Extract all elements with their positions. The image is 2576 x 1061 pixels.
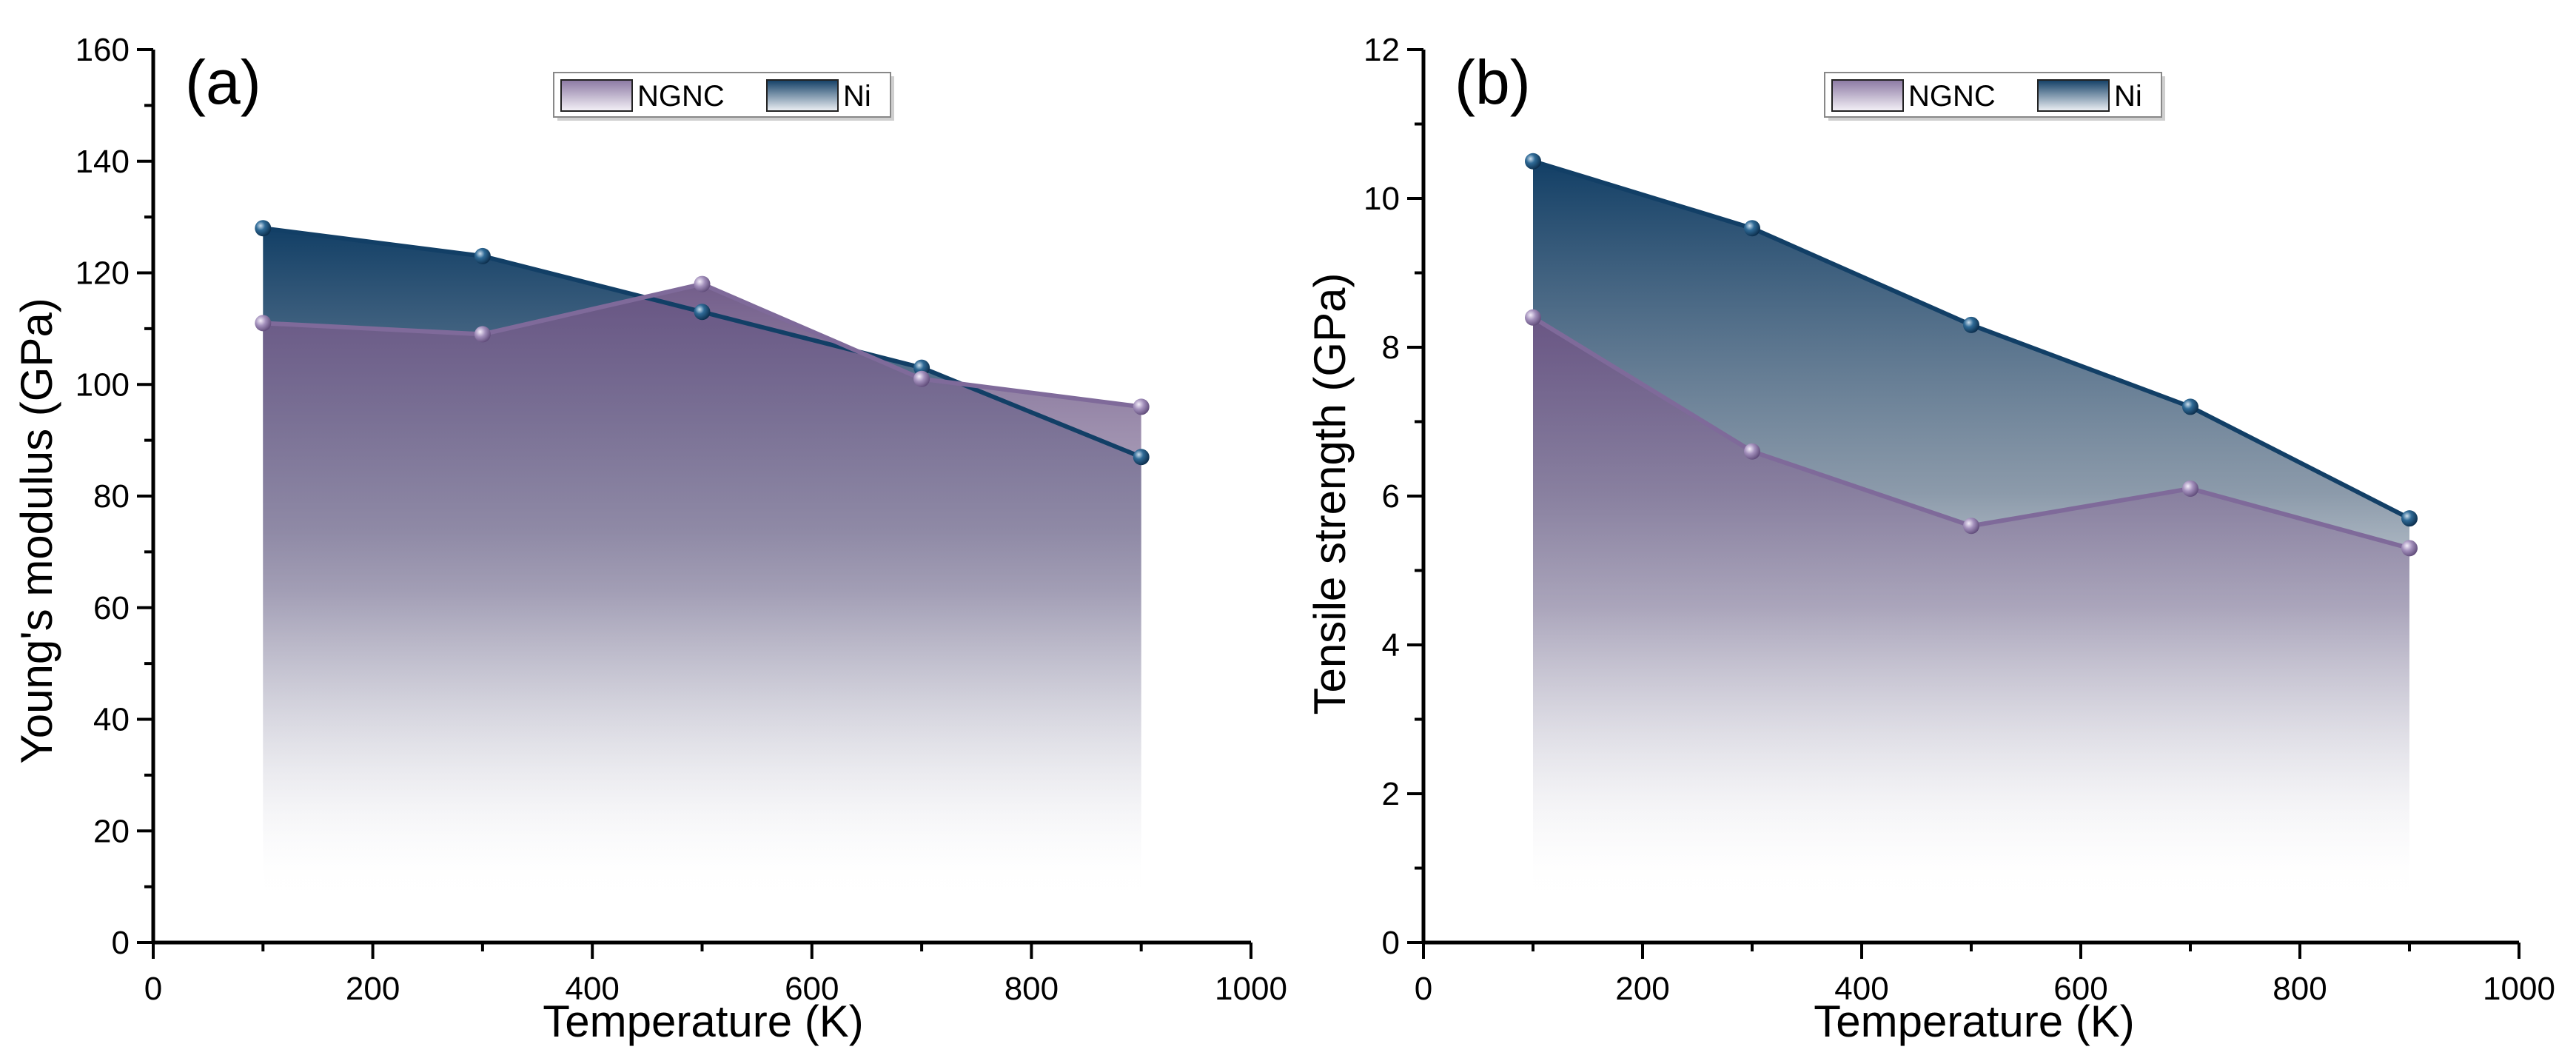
x-tick-label: 600 [2053,971,2107,1007]
panel-label: (b) [1455,47,1531,117]
legend-swatch-ni [2037,79,2110,112]
y-tick-label: 12 [1364,32,1400,68]
x-tick-label: 0 [1415,971,1432,1007]
legend-swatch-ngnc [560,79,633,112]
point-ni [255,220,272,237]
point-ni [1525,153,1541,170]
legend-swatch-ni [766,79,839,112]
point-ni [1963,316,1979,333]
panel-label: (a) [185,47,261,117]
y-tick-label: 60 [93,590,130,626]
point-ngnc [913,370,930,387]
point-ngnc [1744,443,1760,460]
area-ngnc [1533,317,2409,898]
x-tick-label: 400 [565,971,619,1007]
y-tick-label: 8 [1382,329,1400,366]
y-axis-label: Young's modulus (GPa) [12,298,61,764]
point-ni [474,247,491,264]
point-ni [2401,510,2418,527]
y-tick-label: 2 [1382,776,1400,812]
point-ni [694,304,711,321]
point-ni [1133,449,1150,466]
y-tick-label: 160 [76,32,130,68]
point-ngnc [1963,518,1979,535]
x-tick-label: 1000 [1215,971,1287,1007]
y-tick-label: 80 [93,478,130,515]
area-ngnc [263,284,1141,898]
point-ngnc [1525,309,1541,326]
y-tick-label: 0 [112,925,130,961]
legend-label-ngnc: NGNC [637,80,725,113]
point-ngnc [474,326,491,343]
y-tick-label: 10 [1364,181,1400,217]
point-ngnc [2401,540,2418,557]
point-ngnc [255,315,272,332]
point-ngnc [1133,398,1150,415]
panel-youngs-modulus: 0 200 400 600 800 1000 020406080100120140160 … [12,32,1287,1046]
legend-swatch-ngnc [1831,79,1904,112]
legend: NGNC Ni [1824,72,2165,121]
x-tick-label: 200 [1615,971,1669,1007]
x-axis-label: Temperature (K) [543,997,863,1046]
x-tick-label: 200 [346,971,400,1007]
x-axis-label: Temperature (K) [1814,997,2134,1046]
y-tick-label: 120 [76,255,130,292]
y-tick-label: 40 [93,702,130,738]
point-ni [913,359,930,376]
y-tick-label: 100 [76,367,130,403]
y-tick-label: 20 [93,813,130,849]
x-tick-label: 600 [785,971,839,1007]
x-tick-label: 400 [1834,971,1888,1007]
legend-label-ni: Ni [843,80,871,113]
x-tick-label: 800 [2273,971,2327,1007]
legend: NGNC Ni [553,72,894,121]
legend-label-ngnc: NGNC [1908,80,1996,113]
point-ngnc [2182,480,2198,497]
y-tick-label: 4 [1382,627,1400,663]
x-tick-label: 800 [1004,971,1059,1007]
x-tick-label: 1000 [2483,971,2555,1007]
y-tick-label: 0 [1382,925,1400,961]
y-axis-label: Tensile strength (GPa) [1305,273,1355,715]
point-ngnc [694,275,711,292]
point-ni [1744,220,1760,237]
panel-tensile-strength: 0 200 400 600 800 1000 0 2 4 6 8 10 12 (b) Temperat… [1305,32,2555,1046]
y-tick-label: 140 [76,144,130,180]
y-tick-label: 6 [1382,478,1400,515]
legend-label-ni: Ni [2114,80,2142,113]
point-ni [2182,398,2198,415]
x-tick-label: 0 [144,971,162,1007]
